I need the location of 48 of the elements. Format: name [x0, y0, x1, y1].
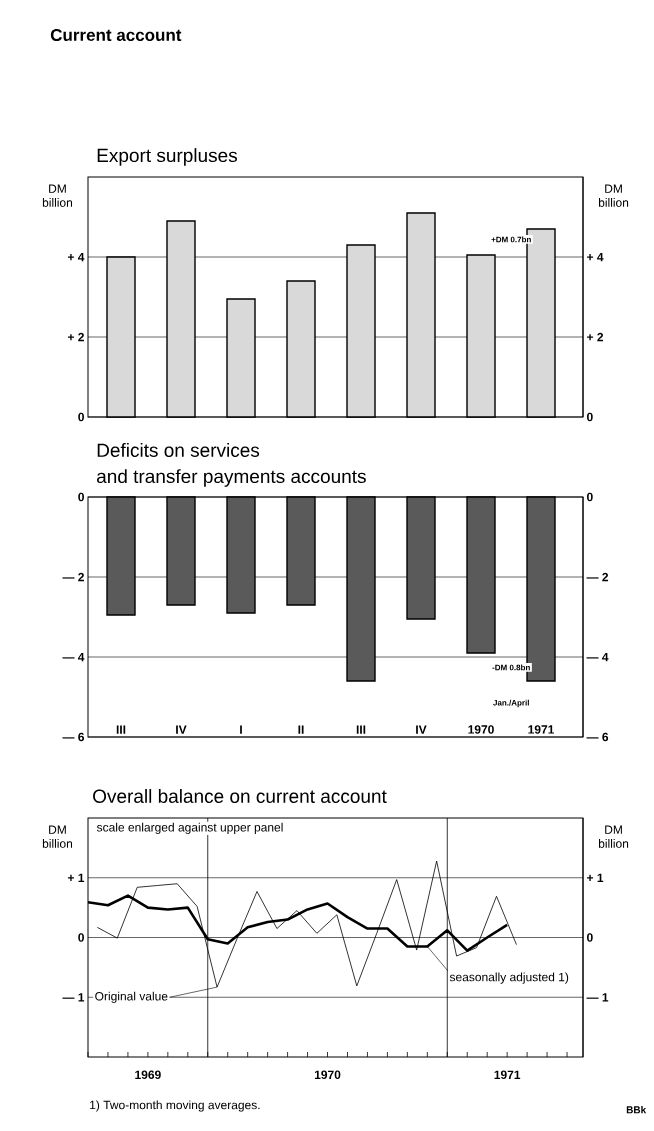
y-tick-label: 0 — [78, 492, 84, 502]
y2-axis-title: DM billion — [598, 825, 629, 848]
y2-tick-label: + 1 — [587, 873, 604, 882]
chart-title: Deficits on services — [97, 443, 260, 457]
annotation: +DM 0.7bn — [491, 236, 531, 243]
y2-tick-label: — 4 — [586, 652, 609, 662]
y2-tick-label: — 6 — [586, 732, 609, 742]
x-tick-label: III — [116, 725, 126, 734]
y2-tick-label: — 1 — [586, 993, 609, 1002]
chart-subtitle: Export surpluses — [97, 148, 237, 166]
x-tick-label: 1971 — [494, 1070, 521, 1080]
y-tick-label: — 2 — [62, 572, 84, 582]
legend-label: Original value — [95, 991, 168, 1003]
annotation: scale enlarged against upper panel — [96, 822, 283, 834]
x-tick-label: III — [356, 725, 366, 734]
y-tick-label: + 4 — [67, 252, 85, 262]
y-axis-title: DM billion — [42, 184, 73, 207]
y2-tick-label: 0 — [587, 933, 593, 942]
y-tick-label: + 2 — [67, 332, 84, 342]
x-tick-label: 1970 — [314, 1070, 341, 1080]
y-tick-label: 0 — [78, 412, 84, 422]
y2-tick-label: 0 — [587, 492, 593, 502]
y-tick-label: + 1 — [67, 873, 85, 882]
annotation: Jan./April — [493, 699, 529, 708]
y-tick-label: — 6 — [62, 732, 85, 742]
y2-tick-label: + 4 — [587, 252, 604, 262]
x-tick-label: IV — [416, 725, 427, 734]
y2-tick-label: — 2 — [586, 572, 609, 582]
y2-axis-title: DM billion — [598, 184, 629, 207]
y2-tick-label: + 2 — [587, 332, 604, 342]
y-tick-label: — 4 — [62, 652, 85, 662]
x-tick-label: 1969 — [135, 1070, 161, 1080]
chart-subtitle: and transfer payments accounts — [97, 469, 366, 487]
x-tick-label: 1971 — [528, 725, 555, 734]
y2-tick-label: 0 — [587, 412, 593, 422]
x-tick-label: 1970 — [468, 725, 494, 734]
y-tick-label: 0 — [78, 933, 84, 942]
chart-title: Current account — [50, 28, 182, 42]
chart-title: Overall balance on current account — [93, 789, 387, 803]
annotation: -DM 0.8bn — [492, 664, 530, 671]
y-axis-title: DM billion — [42, 825, 73, 848]
text: BBk — [626, 1105, 647, 1114]
x-tick-label: IV — [176, 725, 187, 734]
text: 1) Two-month moving averages. — [90, 1100, 260, 1112]
y-tick-label: — 1 — [62, 993, 85, 1002]
x-tick-label: II — [298, 725, 304, 734]
x-tick-label: I — [240, 725, 242, 734]
text: seasonally adjusted 1) — [449, 972, 569, 984]
